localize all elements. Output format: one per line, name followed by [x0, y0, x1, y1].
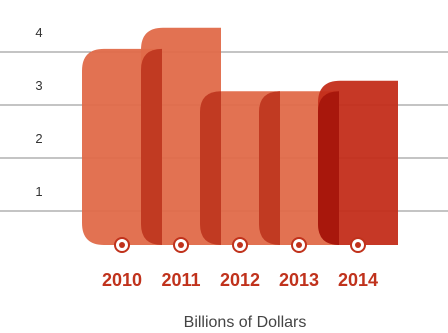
y-axis-ticks: 12345 — [35, 25, 42, 199]
x-tick-label: 2011 — [161, 270, 200, 290]
bar-marker-dot — [237, 242, 243, 248]
x-tick-label: 2014 — [338, 270, 378, 290]
bar-overlap — [200, 91, 221, 245]
x-axis-ticks: 2010 2011 2012 2013 2014 — [102, 270, 378, 290]
bar-marker-dot — [119, 242, 125, 248]
y-tick-label: 2 — [35, 131, 42, 146]
x-tick-label: 2012 — [220, 270, 260, 290]
x-tick-label: 2010 — [102, 270, 142, 290]
bar-marker-dot — [296, 242, 302, 248]
bar-overlap — [141, 48, 162, 246]
bar-overlap — [318, 91, 339, 245]
x-axis-title: Billions of Dollars — [184, 314, 307, 331]
bar-marker-dot — [178, 242, 184, 248]
bars — [82, 27, 398, 246]
bar-overlap — [259, 91, 280, 245]
x-tick-label: 2013 — [279, 270, 319, 290]
y-tick-label: 3 — [35, 78, 42, 93]
y-tick-label: 1 — [35, 184, 42, 199]
bar-markers — [114, 237, 366, 253]
bar-marker-dot — [355, 242, 361, 248]
y-tick-label: 4 — [35, 25, 42, 40]
